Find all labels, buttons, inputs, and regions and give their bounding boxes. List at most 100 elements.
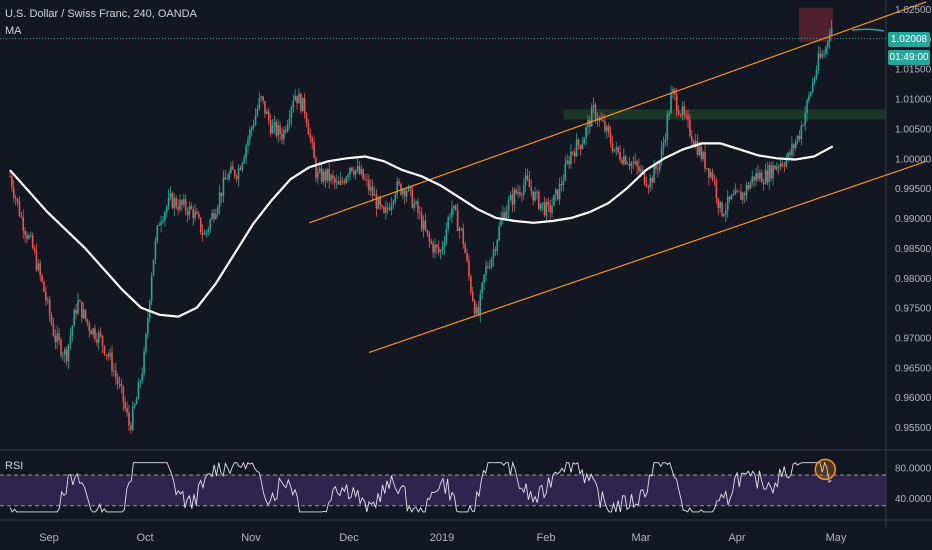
- candle-body: [502, 212, 504, 220]
- candle-body: [592, 104, 595, 108]
- candle-body: [31, 235, 34, 248]
- candle-body: [84, 309, 87, 320]
- symbol-title: U.S. Dollar / Swiss Franc, 240, OANDA: [5, 8, 197, 20]
- candle-body: [564, 163, 567, 181]
- candle-body: [330, 175, 332, 181]
- candle-body: [413, 203, 415, 208]
- candle-body: [65, 349, 68, 361]
- candle-body: [52, 324, 55, 336]
- candle-body: [184, 199, 187, 211]
- candle-body: [313, 142, 315, 159]
- candle-body: [764, 170, 767, 185]
- candle-body: [687, 115, 689, 120]
- candle-body: [487, 266, 489, 268]
- candle-body: [424, 220, 427, 231]
- candle-body: [723, 214, 725, 216]
- candle-body: [279, 125, 281, 135]
- candle-body: [572, 151, 574, 153]
- price-tick-label: 1.00000: [895, 154, 932, 165]
- candle-body: [521, 194, 523, 196]
- candle-body: [169, 193, 172, 198]
- candle-body: [120, 383, 123, 387]
- candle-body: [813, 77, 816, 83]
- candle-body: [594, 104, 597, 120]
- candle-body: [249, 129, 251, 140]
- candle-body: [239, 168, 242, 170]
- candle-body: [783, 165, 786, 167]
- candle-body: [634, 161, 636, 164]
- candle-body: [326, 168, 329, 181]
- candle-body: [536, 191, 538, 193]
- candle-body: [405, 190, 408, 197]
- candle-body: [660, 148, 663, 161]
- candle-body: [296, 95, 298, 104]
- time-tick-label: 2019: [430, 532, 454, 544]
- candle-body: [256, 108, 259, 116]
- candle-body: [441, 247, 444, 251]
- candle-body: [658, 160, 661, 170]
- candle-body: [90, 330, 93, 335]
- candle-body: [458, 228, 461, 231]
- candle-body: [490, 258, 493, 268]
- candle-body: [798, 135, 801, 139]
- projection-curve: [851, 28, 885, 32]
- candle-body: [492, 249, 495, 259]
- candle-body: [160, 221, 162, 226]
- candle-body: [434, 244, 436, 253]
- candle-body: [430, 241, 432, 244]
- candle-body: [439, 250, 442, 253]
- candle-body: [426, 230, 429, 234]
- candle-body: [133, 404, 136, 407]
- candle-body: [709, 172, 712, 178]
- candle-body: [747, 185, 750, 189]
- candle-body: [94, 328, 96, 339]
- candle-body: [575, 139, 578, 157]
- candle-body: [37, 263, 40, 270]
- candle-body: [199, 217, 202, 233]
- candle-body: [768, 165, 771, 183]
- candle-body: [509, 194, 512, 201]
- candle-body: [815, 69, 818, 78]
- candle-body: [80, 301, 83, 319]
- time-tick-label: May: [826, 532, 847, 544]
- candle-body: [232, 166, 234, 171]
- axes: 1.025001.020001.015001.010001.005001.000…: [39, 5, 931, 544]
- candle-body: [553, 194, 555, 206]
- candle-body: [619, 152, 621, 160]
- candle-body: [500, 219, 502, 227]
- candle-body: [50, 315, 53, 325]
- candle-body: [88, 323, 91, 331]
- candle-body: [437, 247, 440, 253]
- candle-body: [345, 177, 347, 184]
- candle-body: [496, 240, 499, 252]
- candle-body: [101, 335, 104, 346]
- candle-body: [539, 203, 542, 209]
- grid: [0, 0, 932, 528]
- candle-body: [823, 53, 825, 55]
- candle-body: [284, 129, 287, 132]
- candle-body: [760, 172, 763, 183]
- candle-body: [666, 115, 669, 140]
- candle-body: [766, 170, 769, 183]
- candle-body: [662, 142, 665, 149]
- candle-body: [694, 141, 697, 146]
- candle-body: [526, 175, 529, 180]
- candle-body: [213, 212, 215, 220]
- candle-body: [645, 184, 648, 187]
- indicator-label: MA: [5, 25, 22, 37]
- candle-body: [505, 211, 508, 219]
- candle-body: [294, 95, 296, 101]
- time-tick-label: Apr: [728, 532, 745, 544]
- candle-body: [513, 189, 516, 205]
- candle-body: [228, 172, 230, 180]
- candle-body: [640, 169, 642, 172]
- candle-body: [273, 122, 276, 126]
- candle-body: [471, 292, 474, 301]
- candle-body: [704, 152, 706, 169]
- candle-body: [198, 213, 200, 218]
- supply-zone: [799, 7, 833, 42]
- candle-body: [341, 180, 344, 182]
- candle-body: [71, 326, 74, 336]
- candle-body: [67, 344, 70, 361]
